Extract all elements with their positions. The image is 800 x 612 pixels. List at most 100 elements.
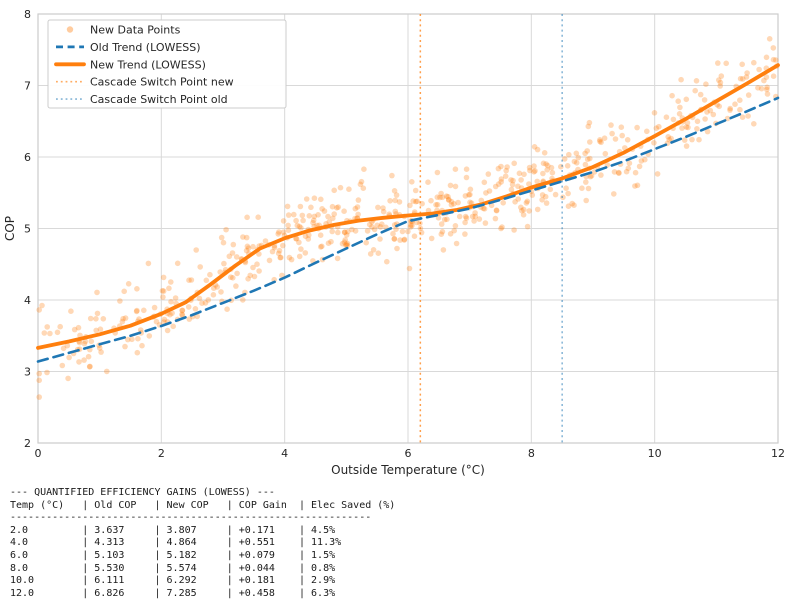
scatter-point: [495, 181, 502, 187]
scatter-point: [756, 66, 762, 73]
scatter-point: [448, 202, 455, 208]
scatter-point: [597, 138, 603, 145]
scatter-point: [210, 292, 217, 298]
scatter-point: [433, 202, 439, 208]
scatter-point: [565, 203, 572, 209]
scatter-point: [519, 207, 525, 214]
scatter-point: [159, 288, 166, 294]
scatter-point: [401, 237, 408, 243]
scatter-point: [93, 327, 99, 334]
scatter-point: [308, 204, 314, 211]
scatter-point: [139, 342, 145, 349]
scatter-point: [276, 247, 283, 254]
scatter-point: [773, 57, 779, 63]
scatter-point: [739, 61, 745, 68]
scatter-point: [737, 106, 743, 113]
scatter-point: [245, 245, 252, 251]
scatter-point: [451, 227, 458, 234]
scatter-point: [665, 134, 671, 140]
scatter-point: [683, 143, 690, 149]
scatter-point: [410, 198, 417, 204]
scatter-point: [618, 124, 625, 130]
scatter-point: [399, 228, 406, 235]
scatter-point: [512, 199, 518, 205]
scatter-point: [715, 60, 721, 66]
scatter-point: [203, 277, 210, 284]
scatter-point: [443, 193, 450, 199]
scatter-point: [561, 156, 568, 162]
scatter-point: [275, 250, 282, 257]
scatter-point: [326, 219, 333, 225]
scatter-point: [230, 275, 236, 281]
scatter-point: [634, 182, 641, 189]
scatter-point: [482, 220, 489, 226]
scatter-point: [571, 202, 577, 208]
scatter-point: [36, 394, 42, 400]
scatter-point: [377, 236, 383, 242]
scatter-point: [194, 313, 200, 320]
scatter-point: [393, 226, 399, 232]
scatter-point: [573, 160, 580, 166]
scatter-point: [520, 206, 527, 213]
legend-label: Old Trend (LOWESS): [90, 41, 201, 54]
scatter-point: [299, 212, 306, 219]
scatter-point: [168, 298, 174, 305]
scatter-point: [761, 77, 767, 84]
scatter-point: [683, 124, 690, 130]
scatter-point: [256, 268, 262, 274]
scatter-point: [483, 190, 489, 196]
scatter-point: [146, 333, 153, 339]
scatter-point: [284, 203, 291, 210]
scatter-point: [463, 174, 470, 181]
scatter-point: [229, 250, 236, 256]
scatter-point: [244, 243, 251, 250]
scatter-point: [584, 156, 591, 163]
scatter-point: [434, 194, 441, 200]
scatter-point: [685, 124, 691, 131]
scatter-point: [743, 74, 750, 80]
scatter-point: [233, 283, 239, 289]
scatter-point: [745, 113, 751, 119]
scatter-point: [763, 54, 770, 61]
scatter-point: [456, 213, 463, 220]
scatter-point: [218, 289, 224, 295]
scatter-point: [291, 211, 297, 218]
scatter-point: [137, 327, 144, 333]
scatter-point: [328, 238, 334, 245]
x-tick-label: 2: [158, 447, 165, 460]
scatter-point: [670, 116, 677, 123]
scatter-point: [179, 307, 185, 314]
scatter-point: [303, 196, 310, 202]
scatter-point: [387, 198, 393, 204]
scatter-point: [331, 211, 338, 217]
scatter-point: [286, 254, 293, 261]
scatter-point: [543, 200, 550, 206]
scatter-point: [94, 289, 100, 296]
scatter-point: [764, 86, 770, 93]
scatter-point: [534, 178, 540, 185]
scatter-point: [770, 45, 777, 51]
scatter-point: [133, 308, 140, 315]
x-tick-labels: 0 2 4 6 8 10 12: [35, 447, 786, 460]
scatter-point: [135, 335, 141, 342]
scatter-point: [160, 274, 167, 281]
scatter-point: [343, 241, 350, 248]
scatter-point: [391, 236, 398, 242]
scatter-point: [254, 261, 260, 268]
scatter-point: [584, 148, 590, 154]
scatter-point: [744, 70, 750, 76]
scatter-point: [361, 166, 367, 172]
scatter-point: [76, 339, 83, 346]
legend: New Data Points Old Trend (LOWESS) New T…: [47, 19, 287, 109]
scatter-point: [704, 109, 710, 115]
scatter-point: [141, 307, 147, 314]
scatter-point: [217, 269, 223, 275]
scatter-point: [638, 158, 645, 164]
scatter-point: [694, 126, 700, 132]
scatter-point: [85, 353, 92, 360]
scatter-point: [666, 136, 672, 143]
scatter-point: [611, 169, 618, 175]
scatter-point: [601, 135, 608, 141]
scatter-point: [36, 377, 42, 384]
scatter-point: [697, 91, 704, 98]
